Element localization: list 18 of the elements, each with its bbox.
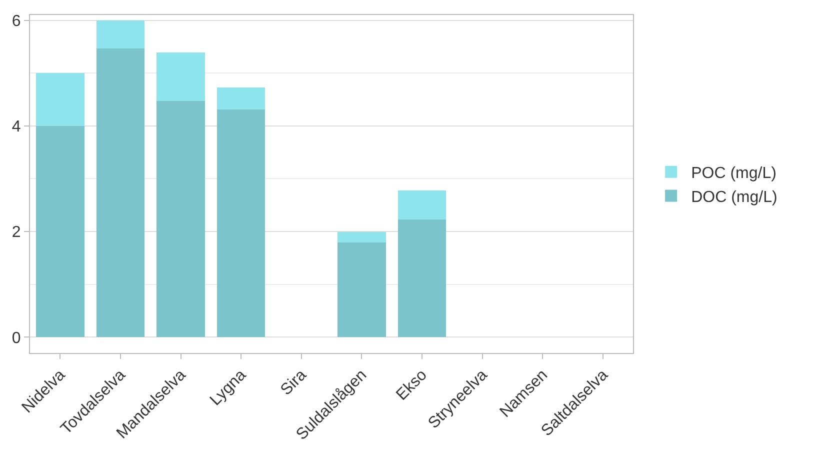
y-tick-label: 2 bbox=[12, 224, 21, 242]
bar bbox=[338, 232, 386, 243]
bar bbox=[338, 242, 386, 338]
bar bbox=[216, 110, 266, 338]
y-tick-label: 4 bbox=[12, 118, 21, 136]
bar bbox=[96, 48, 145, 338]
bar bbox=[96, 20, 145, 48]
bar bbox=[36, 73, 84, 126]
y-tick-label: 0 bbox=[12, 330, 21, 347]
bar bbox=[398, 219, 446, 338]
bar bbox=[216, 87, 266, 110]
y-tick-label: 6 bbox=[12, 12, 21, 30]
legend-label: POC (mg/L) bbox=[691, 165, 776, 182]
bar bbox=[156, 52, 205, 102]
legend-label: DOC (mg/L) bbox=[691, 188, 778, 206]
bar bbox=[398, 190, 446, 220]
bar bbox=[156, 101, 205, 338]
bar bbox=[36, 126, 84, 338]
